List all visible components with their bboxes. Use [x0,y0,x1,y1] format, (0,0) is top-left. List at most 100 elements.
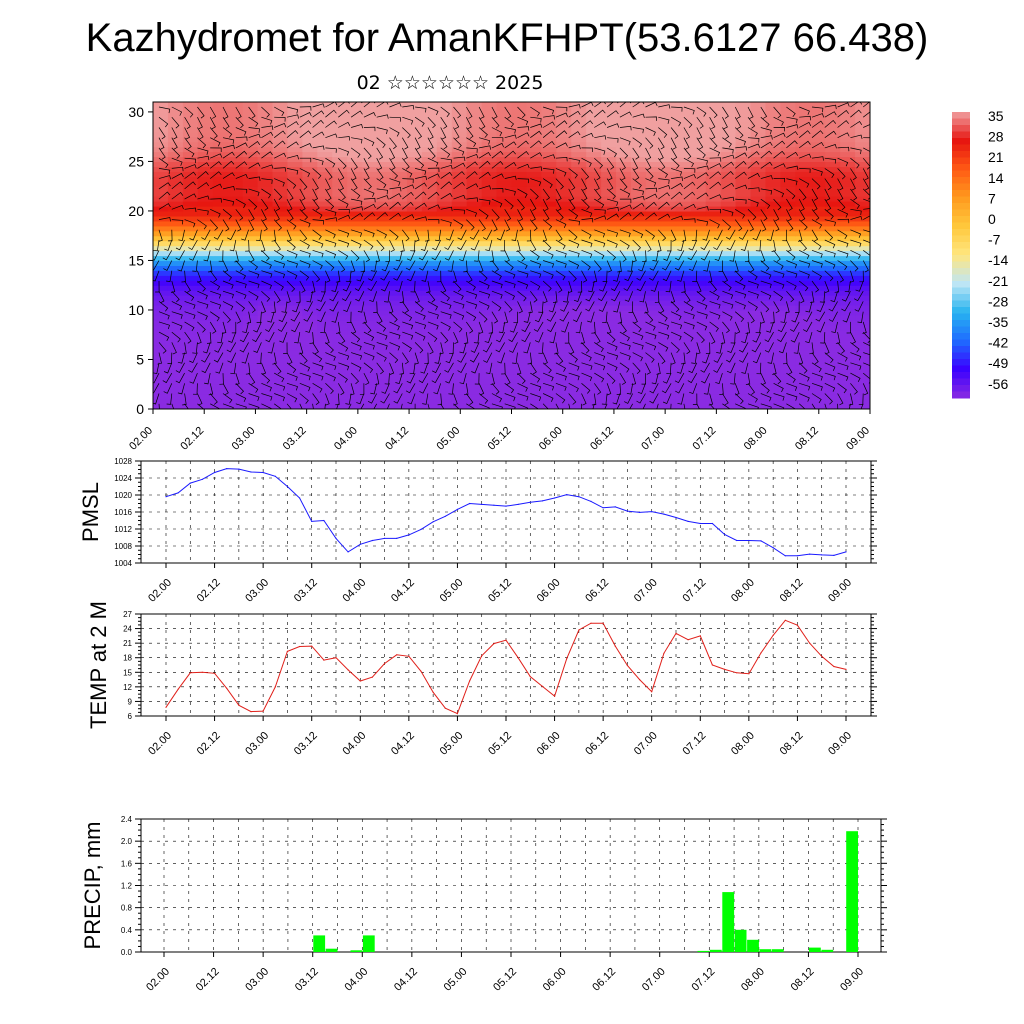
wind-barb [296,291,301,303]
heatmap-cell [466,265,483,271]
wind-barb [842,311,851,323]
heatmap-cell [197,344,214,351]
wind-barb [709,301,721,309]
heatmap-cell [511,265,528,271]
wind-barb [256,311,262,324]
heatmap-cell [645,305,662,311]
wind-barb [210,147,222,152]
heatmap-cell [332,300,348,306]
heatmap-cell [332,319,348,326]
heatmap-cell [466,305,483,311]
wind-barb [210,311,220,322]
heatmap-cell [601,285,617,291]
wind-barb [338,372,348,383]
heatmap-cell [153,344,169,351]
wind-barb [747,219,754,232]
heatmap-cell [780,210,796,217]
heatmap-cell [660,305,677,311]
heatmap-cell [197,309,214,316]
wind-barb [530,250,540,261]
heatmap-cell [436,250,453,257]
heatmap-cell [765,280,781,286]
wind-barb [427,137,434,150]
heatmap-cell [466,141,483,148]
wind-barb [466,403,476,409]
wind-barb [171,331,181,343]
heatmap-cell [750,235,767,242]
colorbar-swatch [952,170,970,178]
heatmap-cell [242,285,259,291]
wind-barb [824,249,836,258]
heatmap-cell [451,354,468,361]
wind-barb [770,311,775,324]
heatmap-cell [631,379,647,385]
heatmap-cell [690,225,707,232]
wind-barb [299,120,312,128]
wind-barb [530,166,543,171]
heatmap-cell [212,329,229,336]
heatmap-cell [586,359,602,366]
heatmap-cell [451,210,468,217]
heatmap-cell [735,245,752,252]
wind-barb [440,137,448,150]
heatmap-cell [466,146,483,153]
heatmap-cell [242,196,259,202]
heatmap-cell [780,250,796,257]
heatmap-cell [481,156,498,163]
wind-barb [367,280,378,291]
wind-barb [530,188,539,200]
heatmap-cell [541,349,557,356]
heatmap-cell [526,146,542,153]
heatmap-cell [332,102,348,108]
heatmap-cell [481,106,498,113]
wind-barb [325,362,337,371]
heatmap-cell [227,136,244,143]
series-point [299,497,301,499]
wind-barb [273,239,281,252]
heatmap-cell [750,176,767,182]
heatmap-cell [690,141,707,148]
wind-barb [862,168,869,181]
wind-barb [504,270,516,279]
wind-barb [401,137,409,150]
wind-barb [696,206,709,211]
heatmap-cell [795,349,811,356]
wind-barb [414,311,426,320]
heatmap-cell [451,319,468,326]
heatmap-cell [571,240,587,247]
wind-barb [568,270,577,282]
heatmap-cell [242,126,259,133]
heatmap-cell [392,156,408,163]
heatmap-cell [825,151,841,158]
wind-barb [786,260,798,269]
heatmap-cell [735,384,752,390]
wind-barb [683,106,695,115]
wind-barb [619,168,626,181]
wind-barb [338,188,346,201]
heatmap-cell [287,141,303,148]
wind-barb [338,250,349,260]
heatmap-cell [735,116,752,123]
wind-barb [316,301,326,312]
heatmap-cell [332,161,348,167]
wind-barb [624,393,634,404]
heatmap-cell [421,354,438,361]
heatmap-cell [287,146,303,153]
wind-barb [465,117,472,130]
heatmap-cell [511,344,528,351]
heatmap-cell [840,136,856,143]
wind-barb [444,250,454,261]
heatmap-cell [825,196,841,202]
heatmap-cell [182,344,199,351]
wind-barb [617,260,622,273]
wind-barb [504,372,511,386]
heatmap-cell [690,151,707,158]
heatmap-cell [332,394,348,400]
heatmap-cell [735,300,752,306]
heatmap-cell [750,354,767,361]
heatmap-cell [825,225,841,232]
heatmap-cell [302,399,318,405]
heatmap-cell [197,339,214,346]
wind-barb [658,168,668,178]
heatmap-cell [660,126,677,133]
